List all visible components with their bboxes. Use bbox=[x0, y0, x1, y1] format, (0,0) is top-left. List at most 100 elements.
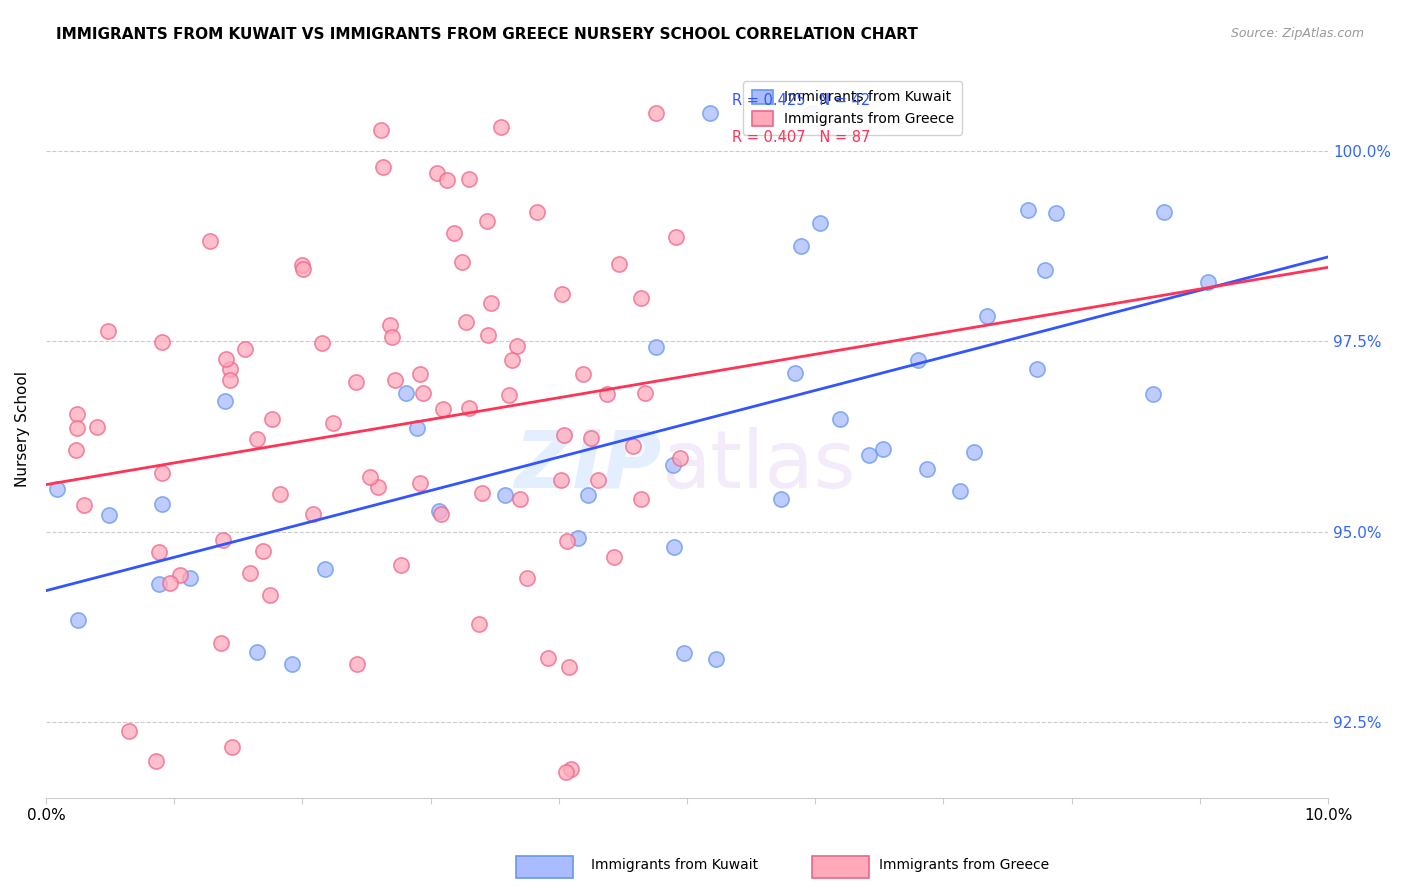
Text: Source: ZipAtlas.com: Source: ZipAtlas.com bbox=[1230, 27, 1364, 40]
Point bbox=[555, 533, 578, 548]
Point bbox=[346, 657, 368, 671]
Point bbox=[498, 387, 520, 401]
Point bbox=[86, 420, 108, 434]
Point bbox=[907, 352, 929, 367]
Point bbox=[576, 488, 599, 502]
Point bbox=[436, 172, 458, 186]
Point bbox=[634, 385, 657, 400]
Point bbox=[489, 120, 512, 135]
Point bbox=[426, 166, 449, 180]
Point bbox=[150, 335, 173, 350]
Point bbox=[456, 315, 478, 329]
Point bbox=[259, 589, 281, 603]
Text: ZIP: ZIP bbox=[515, 426, 661, 505]
Point bbox=[373, 160, 395, 174]
Point bbox=[97, 324, 120, 338]
Point bbox=[200, 234, 222, 248]
Point bbox=[477, 328, 499, 343]
Point bbox=[451, 254, 474, 268]
Point bbox=[370, 123, 392, 137]
Point bbox=[389, 558, 412, 573]
Point bbox=[291, 258, 314, 272]
Point bbox=[673, 646, 696, 660]
Legend: Immigrants from Kuwait, Immigrants from Greece: Immigrants from Kuwait, Immigrants from … bbox=[744, 81, 962, 135]
Point bbox=[550, 474, 572, 488]
Point bbox=[668, 451, 690, 466]
Point bbox=[98, 508, 121, 523]
Point bbox=[501, 353, 523, 368]
Point bbox=[239, 566, 262, 580]
Point bbox=[830, 412, 852, 426]
Text: Immigrants from Kuwait: Immigrants from Kuwait bbox=[591, 858, 758, 872]
Point bbox=[630, 491, 652, 506]
Point bbox=[596, 387, 619, 401]
Point bbox=[858, 448, 880, 462]
Point bbox=[66, 421, 89, 435]
Point bbox=[808, 216, 831, 230]
FancyBboxPatch shape bbox=[516, 855, 574, 879]
Point bbox=[800, 106, 823, 120]
Point bbox=[1045, 205, 1067, 219]
Point bbox=[179, 571, 201, 585]
Point bbox=[1033, 263, 1056, 277]
Point bbox=[218, 361, 240, 376]
Point bbox=[211, 533, 233, 547]
Point bbox=[603, 550, 626, 565]
Point bbox=[65, 443, 87, 458]
Point bbox=[215, 351, 238, 366]
Point bbox=[579, 432, 602, 446]
Point bbox=[246, 432, 269, 446]
Point bbox=[516, 571, 538, 585]
FancyBboxPatch shape bbox=[811, 855, 869, 879]
Point bbox=[311, 335, 333, 350]
Point bbox=[159, 576, 181, 591]
Point bbox=[405, 421, 427, 435]
Point bbox=[704, 652, 727, 666]
Text: atlas: atlas bbox=[661, 426, 856, 505]
Point bbox=[567, 531, 589, 545]
Point bbox=[429, 508, 451, 522]
Point bbox=[302, 507, 325, 521]
Point bbox=[475, 214, 498, 228]
Point bbox=[366, 480, 388, 494]
Point bbox=[699, 106, 721, 120]
Point bbox=[344, 375, 367, 389]
Point bbox=[221, 739, 243, 754]
Point bbox=[145, 754, 167, 768]
Point bbox=[252, 544, 274, 558]
Point bbox=[558, 660, 581, 674]
Point bbox=[246, 645, 269, 659]
Point bbox=[118, 724, 141, 739]
Point bbox=[233, 343, 256, 357]
Point bbox=[630, 291, 652, 305]
Point bbox=[479, 296, 502, 310]
Point bbox=[505, 339, 527, 353]
Point bbox=[572, 367, 595, 381]
Point bbox=[322, 416, 344, 430]
Point bbox=[409, 476, 432, 491]
Point bbox=[432, 401, 454, 416]
Point bbox=[378, 318, 401, 332]
Text: R = 0.425   N = 42: R = 0.425 N = 42 bbox=[733, 93, 870, 108]
Point bbox=[412, 385, 434, 400]
Point bbox=[1197, 275, 1219, 289]
Point bbox=[1026, 361, 1049, 376]
Point bbox=[314, 562, 336, 576]
Point bbox=[150, 466, 173, 480]
Point bbox=[769, 491, 792, 506]
Point bbox=[380, 330, 402, 344]
Point bbox=[645, 340, 668, 354]
Point bbox=[458, 401, 481, 415]
Point bbox=[384, 373, 406, 387]
Point bbox=[409, 367, 432, 381]
Point bbox=[872, 442, 894, 456]
Point bbox=[458, 171, 481, 186]
Point bbox=[148, 577, 170, 591]
Point bbox=[148, 545, 170, 559]
Point bbox=[359, 469, 381, 483]
Point bbox=[790, 239, 813, 253]
Point bbox=[1142, 387, 1164, 401]
Point bbox=[560, 762, 582, 776]
Point bbox=[551, 286, 574, 301]
Y-axis label: Nursery School: Nursery School bbox=[15, 371, 30, 487]
